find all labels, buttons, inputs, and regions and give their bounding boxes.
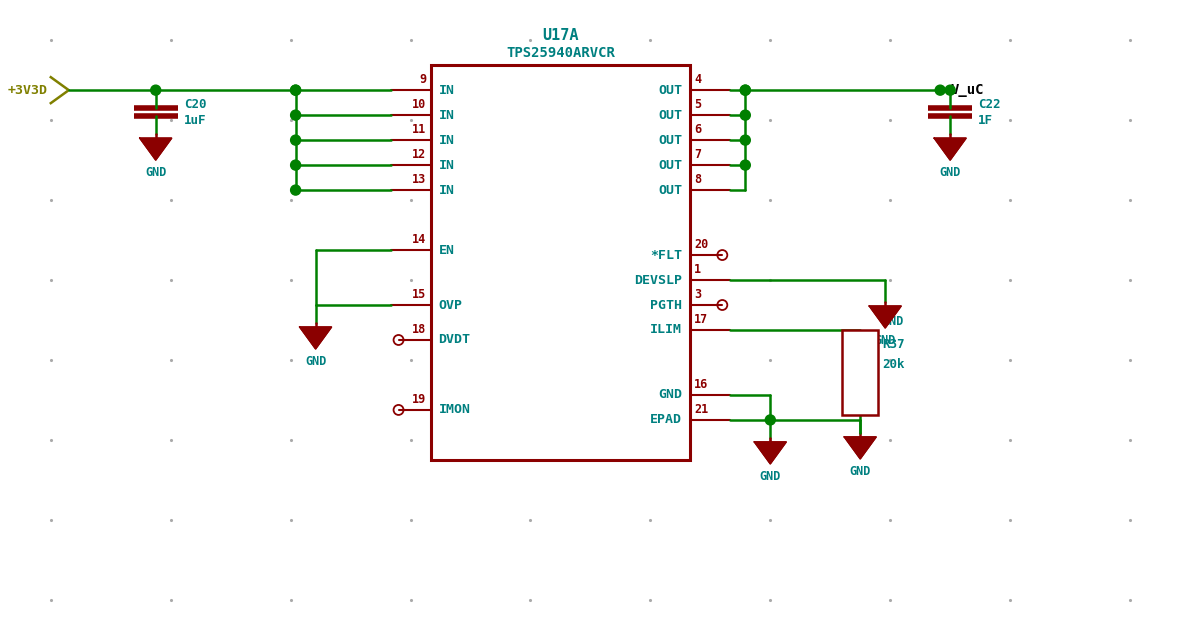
Text: IN: IN (439, 134, 454, 147)
Text: 5: 5 (694, 98, 701, 111)
Text: OUT: OUT (658, 134, 682, 147)
Circle shape (290, 110, 301, 120)
Circle shape (151, 85, 160, 95)
Text: EPAD: EPAD (650, 413, 682, 426)
Circle shape (290, 135, 301, 145)
Text: 13: 13 (412, 173, 427, 186)
Text: OUT: OUT (658, 84, 682, 97)
Text: 3: 3 (694, 288, 701, 301)
Text: 1: 1 (694, 263, 701, 276)
Circle shape (290, 85, 301, 95)
Text: 6: 6 (694, 123, 701, 136)
Text: EN: EN (439, 244, 454, 256)
Polygon shape (300, 327, 331, 349)
Text: 17: 17 (694, 313, 709, 326)
Text: 8: 8 (694, 173, 701, 186)
Text: 9: 9 (419, 73, 427, 86)
Text: R37: R37 (882, 338, 905, 351)
Text: ILIM: ILIM (650, 324, 682, 336)
Polygon shape (869, 306, 901, 328)
Text: 4: 4 (694, 73, 701, 86)
Text: 10: 10 (412, 98, 427, 111)
Text: GND: GND (760, 470, 782, 483)
Text: IN: IN (439, 184, 454, 197)
Text: GND: GND (305, 355, 326, 368)
Text: U17A: U17A (543, 28, 578, 43)
Circle shape (290, 185, 301, 195)
Text: IN: IN (439, 84, 454, 97)
Text: IN: IN (439, 109, 454, 122)
Text: GND: GND (882, 315, 903, 328)
Text: PGTH: PGTH (650, 299, 682, 311)
Text: GND: GND (145, 166, 166, 179)
Text: GND: GND (939, 166, 961, 179)
Text: OUT: OUT (658, 159, 682, 172)
Text: GND: GND (658, 389, 682, 401)
Text: 19: 19 (412, 393, 427, 406)
Text: OVP: OVP (439, 299, 462, 311)
Text: 12: 12 (412, 148, 427, 161)
Text: 7: 7 (694, 148, 701, 161)
Text: OUT: OUT (658, 184, 682, 197)
Text: 20k: 20k (882, 358, 905, 371)
Text: DVDT: DVDT (439, 334, 471, 346)
Text: DEVSLP: DEVSLP (635, 274, 682, 286)
Text: 21: 21 (694, 403, 709, 416)
Text: C22: C22 (979, 98, 1000, 111)
Polygon shape (140, 138, 172, 160)
Text: V_uC: V_uC (950, 83, 983, 97)
Text: 20: 20 (694, 238, 709, 251)
Circle shape (290, 160, 301, 170)
Text: IN: IN (439, 159, 454, 172)
Text: 18: 18 (412, 323, 427, 336)
Text: 1uF: 1uF (184, 114, 207, 127)
Text: 16: 16 (694, 378, 709, 391)
Text: *FLT: *FLT (650, 249, 682, 261)
Polygon shape (754, 442, 786, 464)
Circle shape (765, 415, 776, 425)
Circle shape (741, 85, 750, 95)
Bar (430, 65, 691, 460)
Bar (842, 330, 878, 415)
Text: 14: 14 (412, 233, 427, 246)
Text: GND: GND (875, 334, 896, 347)
Circle shape (741, 135, 750, 145)
Circle shape (741, 85, 750, 95)
Circle shape (741, 160, 750, 170)
Text: OUT: OUT (658, 109, 682, 122)
Text: 11: 11 (412, 123, 427, 136)
Circle shape (936, 85, 945, 95)
Text: C20: C20 (184, 98, 207, 111)
Polygon shape (934, 138, 967, 160)
Circle shape (945, 85, 955, 95)
Circle shape (290, 85, 301, 95)
Text: 15: 15 (412, 288, 427, 301)
Text: IMON: IMON (439, 403, 471, 416)
Text: +3V3D: +3V3D (8, 84, 48, 97)
Polygon shape (844, 437, 876, 459)
Text: 1F: 1F (979, 114, 993, 127)
Circle shape (741, 110, 750, 120)
Text: TPS25940ARVCR: TPS25940ARVCR (505, 46, 615, 60)
Text: GND: GND (850, 465, 871, 478)
